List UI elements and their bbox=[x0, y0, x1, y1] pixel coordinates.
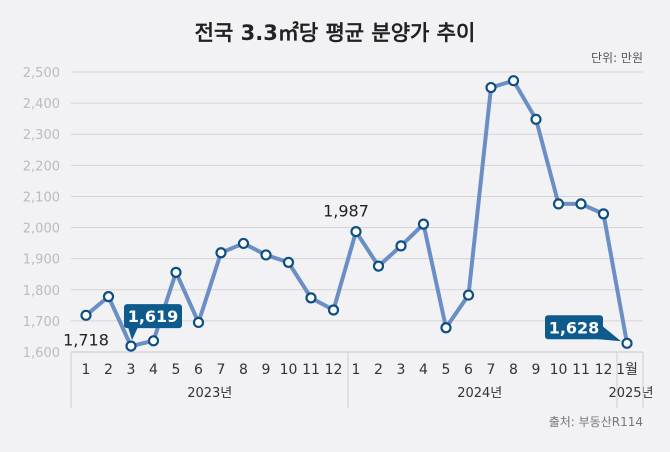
data-point bbox=[462, 289, 475, 301]
x-tick-label: 10 bbox=[280, 362, 298, 378]
callout-label: 1,628 bbox=[549, 318, 600, 337]
data-point bbox=[395, 240, 407, 252]
data-point bbox=[417, 218, 430, 230]
x-tick-label: 1 bbox=[352, 362, 361, 378]
data-point bbox=[305, 292, 317, 304]
data-label: 1,718 bbox=[63, 330, 109, 349]
x-tick-label: 8 bbox=[239, 362, 248, 378]
x-tick-label: 7 bbox=[217, 362, 226, 378]
y-tick-label: 2,200 bbox=[23, 159, 60, 174]
y-tick-label: 1,600 bbox=[23, 346, 60, 361]
callout-pointer bbox=[599, 323, 621, 342]
x-tick-label: 11 bbox=[572, 362, 590, 378]
data-point bbox=[575, 198, 587, 210]
callout-label: 1,619 bbox=[128, 307, 179, 326]
y-tick-label: 2,100 bbox=[23, 190, 60, 205]
year-label: 2025년 bbox=[608, 386, 653, 401]
data-point bbox=[485, 81, 497, 94]
y-tick-label: 2,400 bbox=[23, 97, 60, 112]
data-point bbox=[147, 335, 160, 347]
data-point bbox=[440, 322, 452, 334]
year-label: 2023년 bbox=[187, 386, 232, 401]
x-tick-label: 3 bbox=[127, 362, 136, 378]
y-tick-label: 2,000 bbox=[23, 222, 60, 237]
y-tick-label: 1,800 bbox=[23, 284, 60, 299]
data-point bbox=[597, 208, 610, 220]
x-tick-label: 6 bbox=[194, 362, 203, 378]
source-label: 출처: 부동산R114 bbox=[549, 415, 643, 429]
callout-pointer bbox=[128, 327, 138, 341]
x-tick-label: 1 bbox=[82, 362, 91, 378]
x-tick-label: 8 bbox=[509, 362, 518, 378]
x-tick-label: 9 bbox=[262, 362, 271, 378]
x-tick-label: 12 bbox=[595, 362, 613, 378]
y-tick-label: 2,500 bbox=[23, 66, 60, 81]
data-point bbox=[621, 337, 633, 349]
callout-box bbox=[124, 304, 182, 329]
data-point bbox=[552, 198, 565, 210]
data-point bbox=[102, 291, 115, 303]
x-tick-label: 5 bbox=[172, 362, 181, 378]
x-tick-label: 2 bbox=[374, 362, 383, 378]
x-tick-label: 2 bbox=[104, 362, 113, 378]
data-point bbox=[350, 226, 362, 238]
data-point bbox=[215, 247, 227, 259]
y-tick-label: 2,300 bbox=[23, 128, 60, 143]
data-point bbox=[260, 249, 272, 261]
callout-box bbox=[545, 315, 603, 340]
data-point bbox=[530, 113, 542, 125]
data-point bbox=[192, 316, 205, 329]
data-point bbox=[372, 260, 385, 272]
data-point bbox=[80, 309, 92, 321]
chart-title: 전국 3.3㎡당 평균 분양가 추이 bbox=[195, 21, 476, 45]
x-tick-label: 12 bbox=[325, 362, 343, 378]
data-label: 1,987 bbox=[323, 202, 369, 221]
year-label: 2024년 bbox=[457, 386, 502, 401]
x-tick-label: 11 bbox=[302, 362, 320, 378]
x-tick-label: 10 bbox=[550, 362, 568, 378]
data-point bbox=[125, 340, 137, 352]
x-tick-label: 7 bbox=[487, 362, 496, 378]
x-tick-label: 3 bbox=[397, 362, 406, 378]
data-point bbox=[282, 256, 295, 268]
data-point bbox=[507, 75, 520, 87]
x-tick-label: 4 bbox=[419, 362, 428, 378]
data-point bbox=[170, 266, 182, 278]
x-tick-label: 6 bbox=[464, 362, 473, 378]
x-tick-label: 5 bbox=[442, 362, 451, 378]
x-tick-label: 9 bbox=[532, 362, 541, 378]
y-tick-label: 1,900 bbox=[23, 253, 60, 268]
x-tick-label: 1월 bbox=[616, 362, 638, 378]
data-point bbox=[327, 304, 340, 316]
data-point bbox=[237, 237, 250, 250]
unit-label: 단위: 만원 bbox=[591, 51, 643, 65]
x-tick-label: 4 bbox=[149, 362, 158, 378]
y-tick-label: 1,700 bbox=[23, 315, 60, 330]
